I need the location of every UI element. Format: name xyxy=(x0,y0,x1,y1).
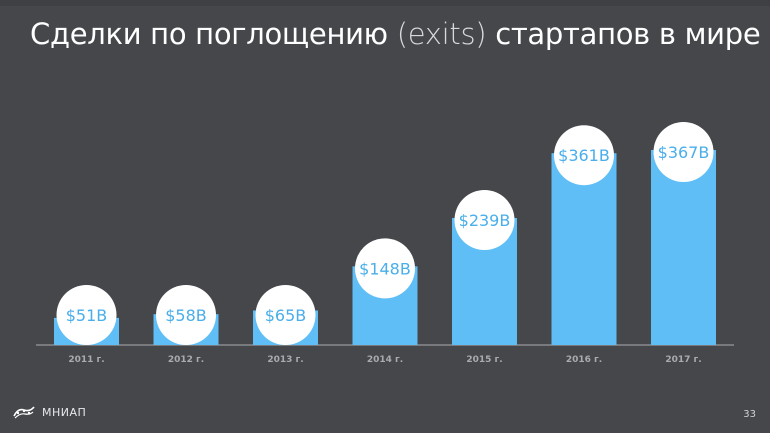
x-tick-label: 2016 г. xyxy=(566,355,602,365)
value-label-bubble xyxy=(454,190,515,251)
x-tick-label: 2013 г. xyxy=(267,355,303,365)
value-label: $58B xyxy=(165,306,207,325)
value-label: $367B xyxy=(658,143,710,162)
title-tail: стартапов в мире xyxy=(495,17,761,51)
x-tick-label: 2015 г. xyxy=(466,355,502,365)
logo-text: МНИАП xyxy=(42,405,87,419)
logo-icon xyxy=(13,406,35,419)
value-label-bubble xyxy=(355,238,415,299)
title-main: Сделки по поглощению xyxy=(30,17,388,51)
value-label-bubble xyxy=(156,285,216,345)
slide-title: Сделки по поглощению (exits) стартапов в… xyxy=(30,17,761,51)
value-label-bubble xyxy=(255,285,316,345)
value-label-bubble xyxy=(554,125,614,186)
title-paren: (exits) xyxy=(396,17,487,51)
top-strip xyxy=(0,0,770,6)
x-tick-label: 2011 г. xyxy=(68,355,104,365)
value-label: $65B xyxy=(265,306,307,325)
x-tick-label: 2014 г. xyxy=(367,355,403,365)
value-label-bubble xyxy=(653,122,714,182)
bar-2017 г. xyxy=(651,150,716,345)
footer-logo: МНИАП xyxy=(12,404,86,420)
x-tick-label: 2012 г. xyxy=(168,355,204,365)
value-label: $239B xyxy=(459,211,511,230)
value-label: $361B xyxy=(558,146,610,165)
page-number: 33 xyxy=(743,409,756,420)
value-label: $148B xyxy=(359,259,411,278)
value-label: $51B xyxy=(66,306,108,325)
x-tick-label: 2017 г. xyxy=(665,355,701,365)
value-label-bubble xyxy=(56,285,117,345)
